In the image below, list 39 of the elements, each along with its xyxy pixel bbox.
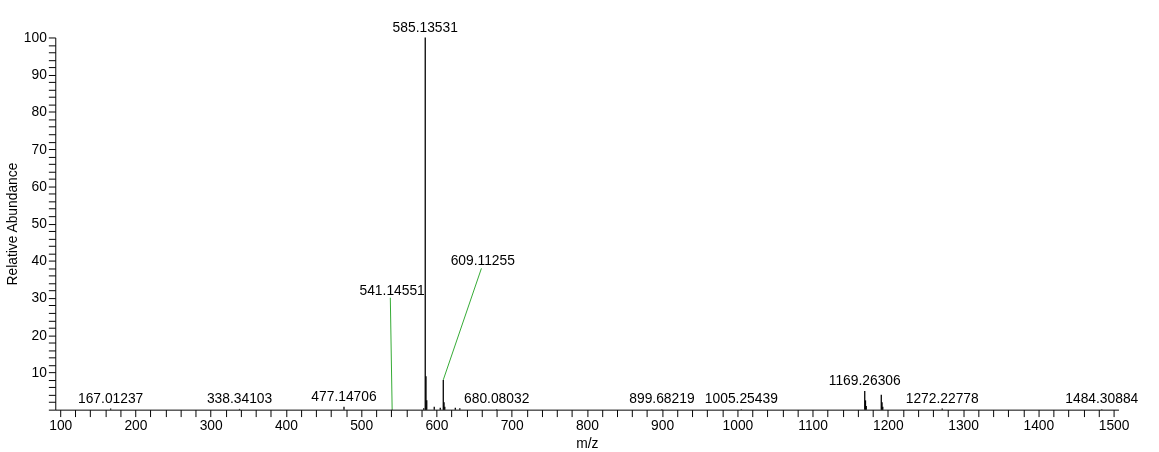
- y-tick-label: 100: [23, 28, 48, 45]
- annotation: 680.08032: [464, 390, 530, 407]
- annotation: 338.34103: [206, 389, 273, 406]
- x-tick-label: 700: [500, 416, 524, 433]
- x-tick-label: 400: [274, 416, 299, 433]
- x-tick-label: 500: [350, 416, 374, 433]
- y-tick-label: 30: [31, 289, 48, 306]
- annotation: 1005.25439: [704, 390, 779, 407]
- annotation: 1272.22778: [905, 389, 980, 406]
- annotation: 609.11255: [450, 252, 516, 269]
- annotation: 585.13531: [392, 18, 458, 35]
- annotation: 1169.26306: [828, 372, 902, 389]
- x-tick-label: 1100: [798, 416, 829, 433]
- annotation: 167.01237: [77, 389, 144, 406]
- y-tick-label: 20: [31, 326, 48, 343]
- annotation: 899.68219: [629, 390, 695, 407]
- y-tick-label: 70: [31, 140, 48, 157]
- x-tick-label: 300: [199, 416, 224, 433]
- x-tick-label: 900: [651, 416, 675, 433]
- y-tick-label: 50: [31, 215, 48, 232]
- x-tick-label: 1500: [1098, 416, 1130, 433]
- y-tick-label: 90: [31, 66, 48, 83]
- x-tick-label: 1300: [948, 416, 980, 433]
- y-axis-title: Relative Abundance: [3, 162, 20, 286]
- annotation: 477.14706: [311, 387, 377, 404]
- y-tick-label: 80: [31, 103, 48, 120]
- x-tick-label: 1000: [722, 416, 754, 433]
- annotation: 541.14551: [359, 281, 425, 298]
- x-tick-label: 200: [124, 416, 148, 433]
- x-tick-label: 1200: [872, 416, 905, 433]
- x-tick-label: 100: [49, 416, 73, 433]
- x-tick-label: 800: [575, 416, 600, 433]
- annotation: 1484.30884: [1065, 390, 1139, 407]
- x-tick-label: 1400: [1023, 416, 1055, 433]
- x-axis-title: m/z: [576, 434, 599, 451]
- x-tick-label: 600: [425, 416, 449, 433]
- y-tick-label: 10: [31, 363, 48, 380]
- y-tick-label: 40: [31, 252, 48, 269]
- y-tick-label: 60: [31, 177, 48, 194]
